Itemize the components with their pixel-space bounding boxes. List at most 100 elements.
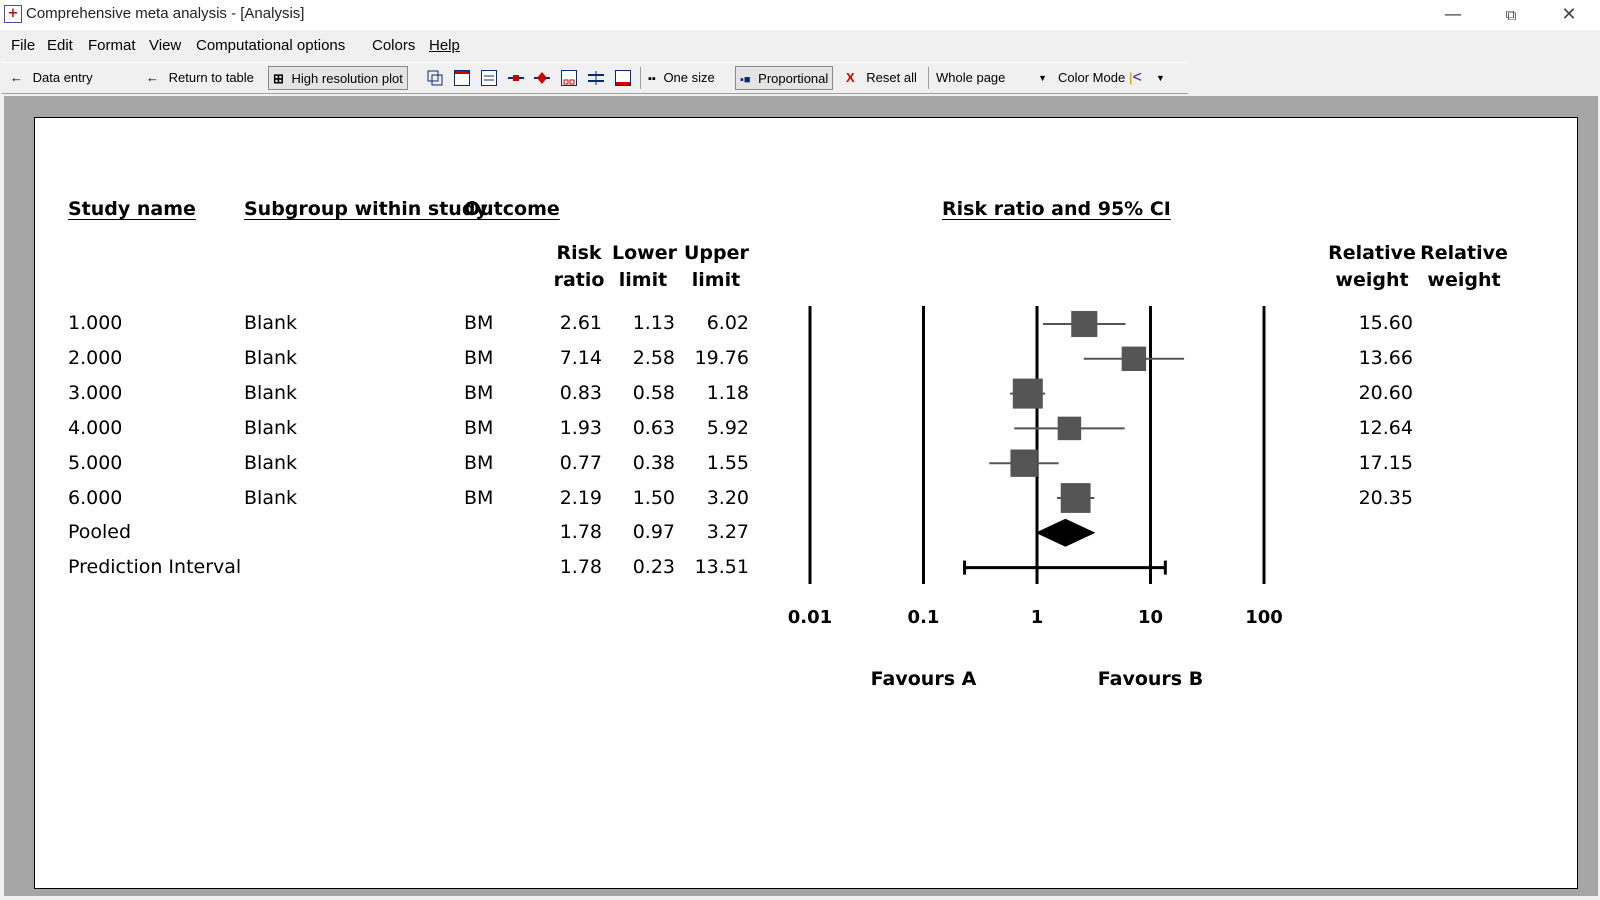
risk-ratio: 1.78: [559, 556, 602, 578]
study-marker: [1057, 416, 1082, 441]
study-name: Prediction Interval: [68, 556, 242, 578]
proportional-button[interactable]: ▪■ Proportional: [735, 66, 834, 90]
forest-plot-icon: ⊞: [273, 71, 284, 86]
upper-limit: 1.18: [706, 382, 749, 404]
relative-weight: 12.64: [1358, 417, 1413, 439]
risk-ratio: 2.19: [559, 487, 602, 509]
header-upper-line2: limit: [691, 269, 741, 291]
menu-view[interactable]: View: [149, 37, 182, 54]
outcome: BM: [464, 382, 494, 404]
upper-limit: 6.02: [706, 312, 749, 334]
adjust-icon[interactable]: [587, 69, 605, 87]
outcome: BM: [464, 417, 494, 439]
restore-button[interactable]: ⧉: [1505, 6, 1517, 24]
study-marker: [1060, 483, 1091, 513]
x-tick-label: 10: [1138, 607, 1163, 628]
menu-computational-options[interactable]: Computational options: [196, 37, 346, 54]
chevron-down-icon: ▼: [1038, 73, 1047, 83]
upper-limit: 13.51: [694, 556, 749, 578]
close-button[interactable]: ✕: [1561, 4, 1577, 25]
chevron-down-icon: ▼: [1156, 73, 1165, 83]
layout-icon[interactable]: [426, 69, 444, 87]
pooled-diamond: [1035, 518, 1096, 547]
arrow-left-icon: ←: [10, 70, 23, 85]
subgroup: Blank: [244, 347, 298, 369]
menu-edit[interactable]: Edit: [47, 37, 73, 54]
header-icon[interactable]: [453, 69, 471, 87]
subgroup: Blank: [244, 417, 298, 439]
upper-limit: 19.76: [694, 347, 749, 369]
high-resolution-plot-button[interactable]: ⊞ High resolution plot: [268, 66, 408, 90]
header-lower-limit: Lower limit: [612, 240, 677, 294]
header-relative-weight: Relative weight: [1327, 240, 1417, 294]
subgroup: Blank: [244, 312, 298, 334]
study-name: 2.000: [68, 347, 123, 369]
proportional-squares-icon: ▪■: [740, 74, 751, 86]
lower-limit: 0.63: [632, 417, 675, 439]
one-size-button[interactable]: ▪▪ One size: [648, 66, 715, 90]
menu-colors[interactable]: Colors: [372, 37, 416, 54]
header-relative-weight-line2: weight: [1335, 269, 1409, 291]
menu-file[interactable]: File: [11, 37, 36, 54]
risk-ratio: 0.77: [559, 452, 602, 474]
marker-icon[interactable]: [507, 69, 525, 87]
window-title: Comprehensive meta analysis - [Analysis]: [26, 5, 305, 22]
upper-limit: 1.55: [706, 452, 749, 474]
color-mode-button[interactable]: Color Mode |<: [1058, 66, 1142, 90]
page-mode-dropdown[interactable]: Whole page ▼: [936, 66, 1051, 90]
risk-ratio: 1.78: [559, 521, 602, 543]
proportional-label: Proportional: [758, 71, 829, 86]
one-size-label: One size: [663, 70, 715, 85]
data-entry-button[interactable]: ← Data entry: [10, 66, 93, 90]
header-outcome: Outcome: [464, 198, 560, 220]
return-to-table-button[interactable]: ← Return to table: [146, 66, 254, 90]
relative-weight: 17.15: [1358, 452, 1413, 474]
header-lower-line2: limit: [618, 269, 668, 291]
header-upper-line1: Upper: [684, 242, 749, 264]
upper-limit: 3.27: [706, 521, 749, 543]
lower-limit: 1.50: [632, 487, 675, 509]
lower-limit: 0.38: [632, 452, 675, 474]
study-name: 1.000: [68, 312, 123, 334]
header-upper-limit: Upper limit: [684, 240, 749, 294]
study-marker: [1012, 378, 1043, 409]
header-lower-line1: Lower: [612, 242, 677, 264]
lower-limit: 0.58: [632, 382, 675, 404]
header-relative-weight-2: Relative weight: [1419, 240, 1509, 294]
relative-weight: 20.35: [1358, 487, 1413, 509]
upper-limit: 3.20: [706, 487, 749, 509]
menu-format[interactable]: Format: [88, 37, 136, 54]
header-risk-ratio-line1: Risk: [556, 242, 602, 264]
reset-all-label: Reset all: [866, 70, 917, 85]
lower-limit: 2.58: [632, 347, 675, 369]
subgroup: Blank: [244, 382, 298, 404]
minimize-button[interactable]: —: [1444, 4, 1462, 25]
color-mode-dropdown-arrow[interactable]: ▼: [1156, 66, 1165, 90]
high-resolution-plot-label: High resolution plot: [291, 71, 403, 86]
favours-right-label: Favours B: [1098, 668, 1203, 690]
risk-ratio: 2.61: [559, 312, 602, 334]
x-tick-label: 0.1: [908, 607, 940, 628]
diamond-marker-icon[interactable]: [533, 69, 551, 87]
study-marker: [1071, 310, 1098, 338]
study-name: 3.000: [68, 382, 123, 404]
reset-all-button[interactable]: X Reset all: [846, 66, 917, 90]
risk-ratio: 1.93: [559, 417, 602, 439]
footer-icon[interactable]: [560, 69, 578, 87]
forest-plot: 0.01 0.1 1 10 100 Favours A Favours B: [788, 306, 1283, 690]
bottom-bar-icon[interactable]: [614, 69, 632, 87]
header-relative-weight-2-line1: Relative: [1420, 242, 1508, 264]
size-squares-icon: ▪▪: [648, 73, 656, 85]
header-study-name: Study name: [68, 198, 196, 220]
risk-ratio: 0.83: [559, 382, 602, 404]
header-risk-ratio: Risk ratio: [553, 240, 605, 294]
app-icon: +: [4, 5, 22, 23]
study-marker: [1121, 346, 1147, 372]
favours-left-label: Favours A: [871, 668, 977, 690]
menu-help[interactable]: Help: [429, 37, 460, 54]
x-tick-label: 1: [1031, 607, 1044, 628]
columns-icon[interactable]: [480, 69, 498, 87]
outcome: BM: [464, 347, 494, 369]
study-name: 5.000: [68, 452, 123, 474]
title-bar: + Comprehensive meta analysis - [Analysi…: [0, 0, 1600, 30]
